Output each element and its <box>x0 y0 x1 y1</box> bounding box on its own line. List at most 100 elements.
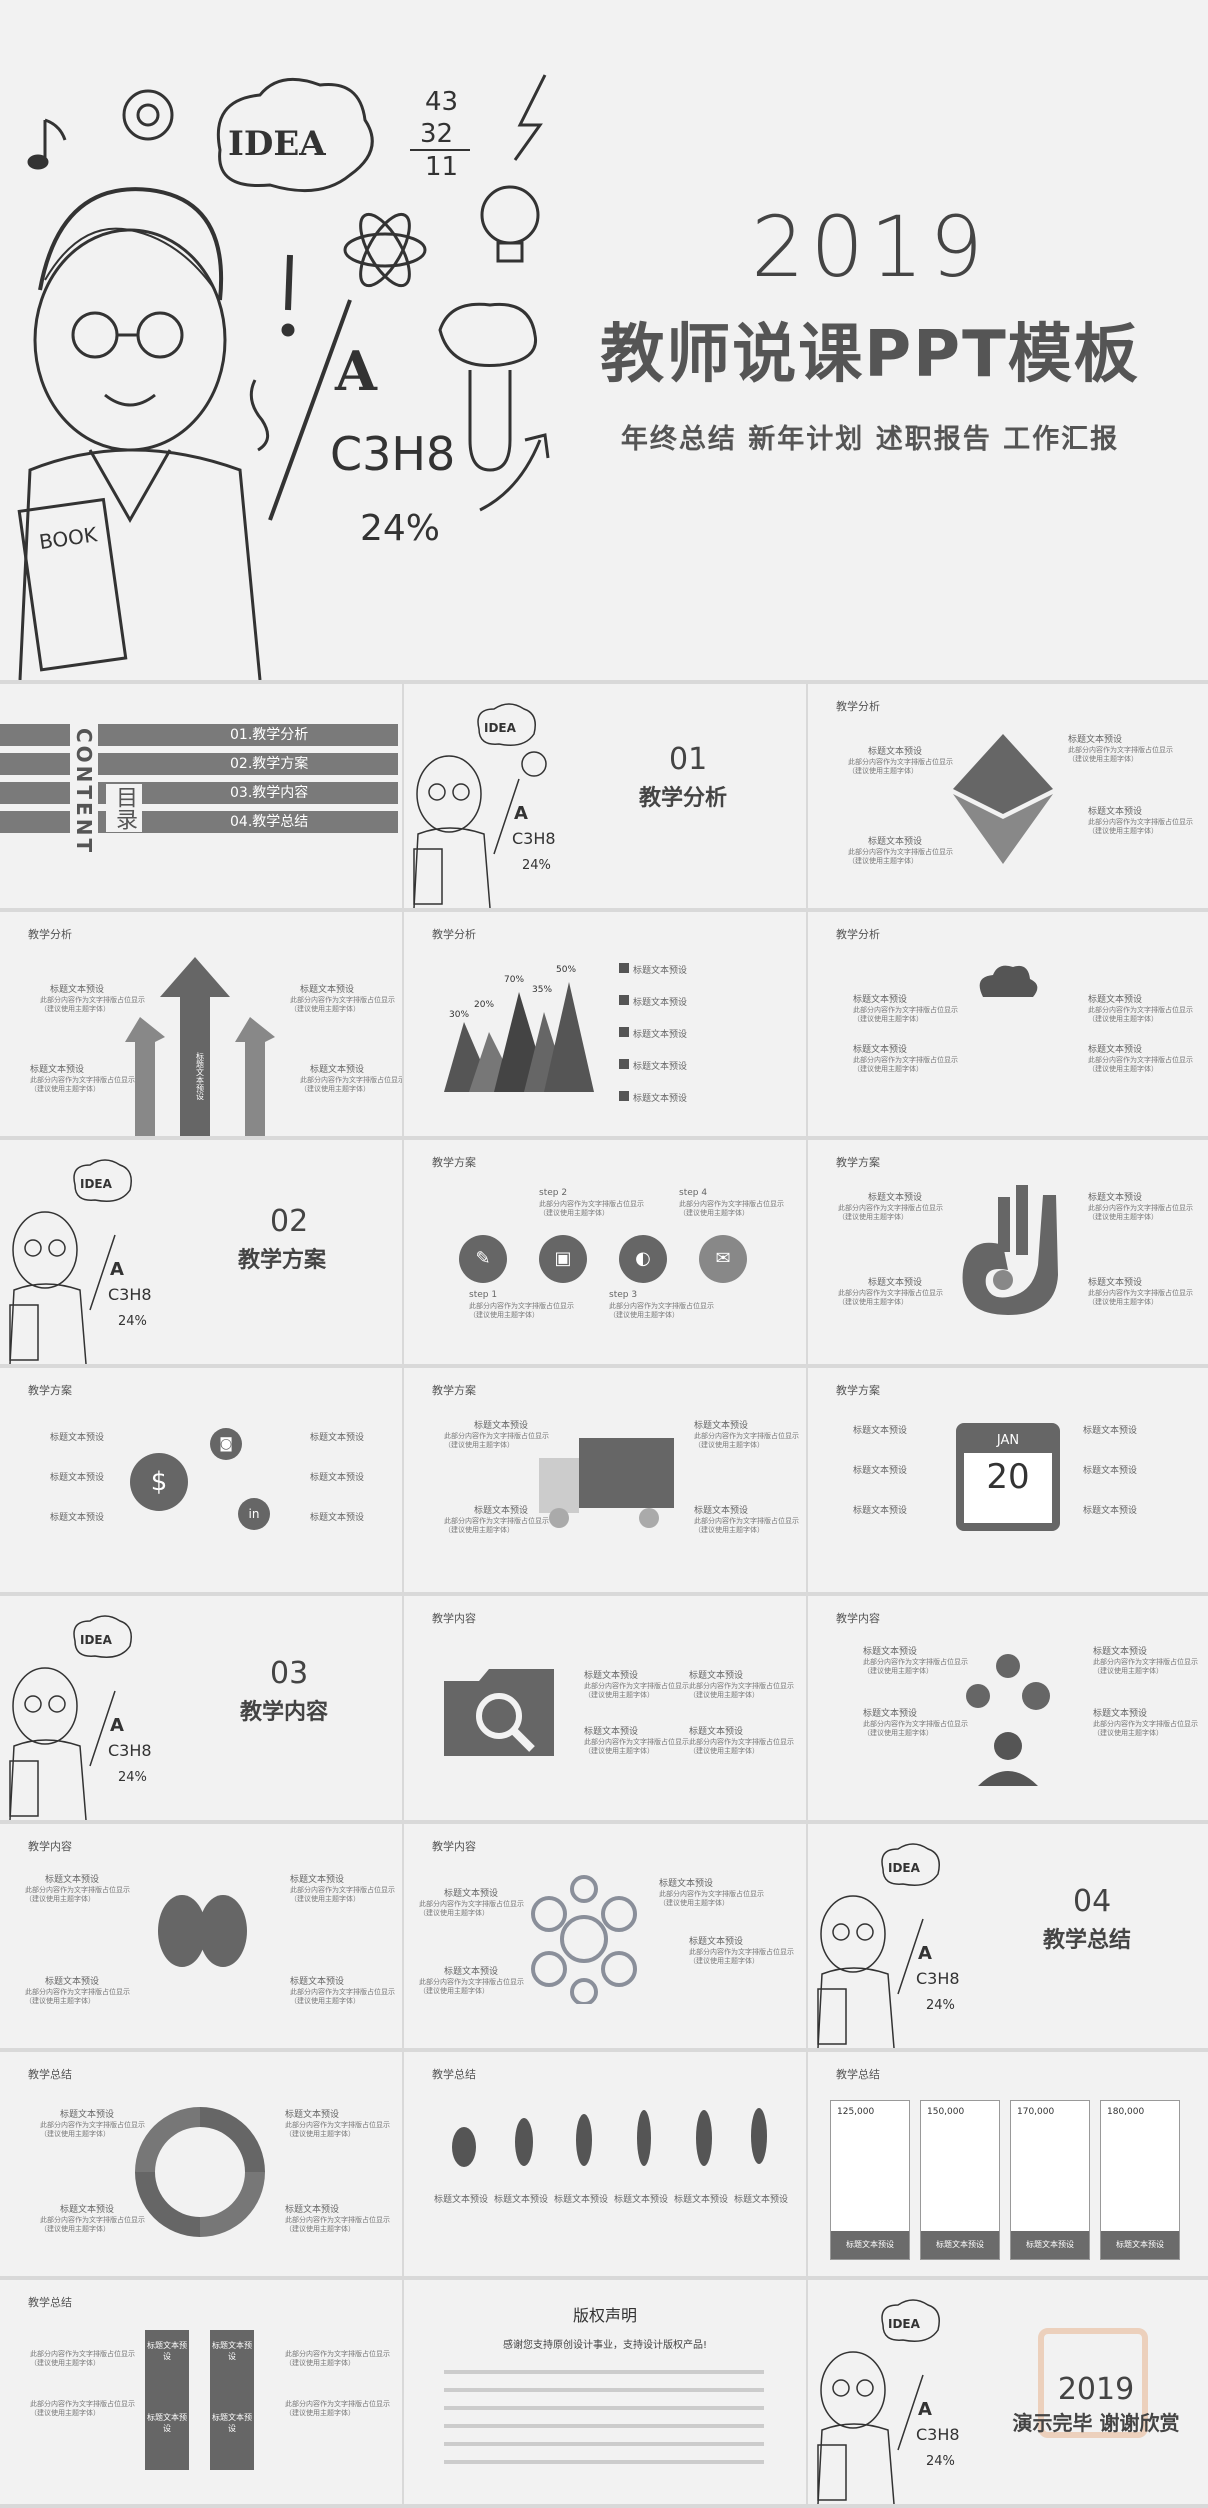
copyright-title: 版权声明 <box>572 2306 637 2325</box>
teacher-doodle-icon: IDEA A C3H8 24% <box>817 1843 960 2048</box>
percent-label: 35% <box>532 985 552 995</box>
toc-item[interactable]: 04.教学总结 <box>148 811 398 833</box>
item-body: 此部分内容作为文字排版占位显示（建议使用主题字体） <box>290 1988 395 2006</box>
slide-summary-evolution[interactable]: 教学总结 标题文本预设 标题文本预设 标题文本预设 标题文本预设 标题文本预设 … <box>404 2052 806 2276</box>
item-heading: 标题文本预设 <box>853 1045 908 1055</box>
check-item: 标题文本预设 <box>619 1054 799 1086</box>
truck-icon <box>539 1438 674 1528</box>
copyright-subtitle: 感谢您支持原创设计事业，支持设计版权产品! <box>502 2340 707 2351</box>
item-heading: 标题文本预设 <box>584 1727 639 1737</box>
slide-analysis-cloud[interactable]: 教学分析 标题文本预设 此部分内容作为文字排版占位显示（建议使用主题字体） 标题… <box>808 912 1208 1136</box>
slide-plan-ok-hand[interactable]: 教学方案 标题文本预设 此部分内容作为文字排版占位显示（建议使用主题字体） 标题… <box>808 1140 1208 1364</box>
item-body: 此部分内容作为文字排版占位显示（建议使用主题字体） <box>419 1900 524 1918</box>
item-body: 此部分内容作为文字排版占位显示（建议使用主题字体） <box>694 1432 799 1450</box>
slide-content-gears[interactable]: 教学内容 标题文本预设 此部分内容作为文字排版占位显示（建议使用主题字体） 标题… <box>404 1824 806 2048</box>
check-item: 标题文本预设 <box>619 990 799 1022</box>
doodle-formula: C3H8 <box>108 1285 152 1304</box>
doodle-idea-text: IDEA <box>80 1633 113 1647</box>
toc-item[interactable]: 03.教学内容 <box>148 782 398 804</box>
slide-analysis-arrows[interactable]: 教学分析 标题文本预设 标题文本预设 此部分内容作为文字排版占位显示（建议使用主… <box>0 912 402 1136</box>
item-body: 此部分内容作为文字排版占位显示（建议使用主题字体） <box>419 1978 524 1996</box>
item-body: 此部分内容作为文字排版占位显示（建议使用主题字体） <box>1093 1658 1198 1676</box>
slide-tag: 教学总结 <box>28 2296 72 2309</box>
item-heading: 标题文本预设 <box>868 1193 923 1203</box>
item-heading: 标题文本预设 <box>290 1977 345 1987</box>
slide-tag: 教学内容 <box>432 1840 476 1853</box>
slide-analysis-mountains[interactable]: 教学分析 30% 20% 70% 35% 50% 标题文本预设 标题文本预设 标… <box>404 912 806 1136</box>
doodle-formula: C3H8 <box>916 2425 960 2444</box>
item-body: 此部分内容作为文字排版占位显示（建议使用主题字体） <box>848 848 953 866</box>
slide-copyright[interactable]: 版权声明 感谢您支持原创设计事业，支持设计版权产品! <box>404 2280 806 2504</box>
slide-plan-calendar[interactable]: 教学方案 JAN 20 标题文本预设 标题文本预设 标题文本预设 标题文本预设 … <box>808 1368 1208 1592</box>
cycle-arrows-icon <box>135 2107 265 2237</box>
item-body: 此部分内容作为文字排版占位显示（建议使用主题字体） <box>689 1682 794 1700</box>
slide-section-1[interactable]: IDEA A C3H8 24% 01 教学分析 <box>404 684 806 908</box>
slide-plan-money[interactable]: 教学方案 $ ◙ in 标题文本预设 标题文本预设 标题文本预设 标题文本预设 … <box>0 1368 402 1592</box>
slide-analysis-pyramid[interactable]: 教学分析 标题文本预设 此部分内容作为文字排版占位显示（建议使用主题字体） 标题… <box>808 684 1208 908</box>
ending-year: 2019 <box>1057 2372 1135 2407</box>
toc-item[interactable]: 02.教学方案 <box>148 753 398 775</box>
slide-plan-steps[interactable]: 教学方案 ✎ ▣ ◐ ✉ step 1 step 2 step 3 step 4… <box>404 1140 806 1364</box>
slide-summary-pricing[interactable]: 教学总结 125,000 标题文本预设 150,000 标题文本预设 170,0… <box>808 2052 1208 2276</box>
evolution-figures-icon <box>452 2108 767 2167</box>
dollar-icon: $ <box>130 1453 188 1511</box>
step-body: 此部分内容作为文字排版占位显示（建议使用主题字体） <box>609 1302 714 1320</box>
item-heading: 标题文本预设 <box>50 1513 105 1523</box>
item-body: 此部分内容作为文字排版占位显示（建议使用主题字体） <box>689 1738 794 1756</box>
calendar-icon: JAN 20 <box>956 1423 1060 1531</box>
person-social-icon <box>966 1654 1050 1786</box>
item-heading: 标题文本预设 <box>60 2205 115 2215</box>
item-body: 此部分内容作为文字排版占位显示（建议使用主题字体） <box>863 1658 968 1676</box>
item-heading: 标题文本预设 <box>310 1065 365 1075</box>
item-body: 此部分内容作为文字排版占位显示（建议使用主题字体） <box>285 2216 390 2234</box>
mountain-chart: 30% 20% 70% 35% 50% <box>444 965 594 1092</box>
doodle-letter-a: A <box>110 1259 124 1280</box>
folder-search-icon <box>444 1669 554 1756</box>
item-body: 此部分内容作为文字排版占位显示（建议使用主题字体） <box>290 996 395 1014</box>
slide-tag: 教学分析 <box>432 928 476 941</box>
slide-toc[interactable]: CONTENT 目录 01.教学分析 02.教学方案 03.教学内容 04.教学… <box>0 684 402 908</box>
slide-tag: 教学内容 <box>432 1612 476 1625</box>
slide-tag: 教学方案 <box>432 1384 476 1397</box>
arrow-label: 标题文本预设 <box>147 2341 187 2361</box>
item-body: 此部分内容作为文字排版占位显示（建议使用主题字体） <box>584 1738 689 1756</box>
gears-network-icon <box>531 1875 637 2004</box>
percent-label: 20% <box>474 1000 494 1010</box>
item-body: 此部分内容作为文字排版占位显示（建议使用主题字体） <box>290 1886 395 1904</box>
ending-text-block: 2019 演示完毕 谢谢欣赏 <box>996 2372 1196 2436</box>
checklist: 标题文本预设 标题文本预设 标题文本预设 标题文本预设 标题文本预设 <box>619 958 799 1118</box>
slide-ending[interactable]: IDEA A C3H8 24% 2019 演示完毕 谢谢欣赏 <box>808 2280 1208 2504</box>
arrow-center-label: 标题文本预设 <box>196 1051 205 1101</box>
slide-section-3[interactable]: IDEA A C3H8 24% 03 教学内容 <box>0 1596 402 1820</box>
item-body: 此部分内容作为文字排版占位显示（建议使用主题字体） <box>1088 1056 1193 1074</box>
item-heading: 标题文本预设 <box>633 998 688 1008</box>
slide-plan-truck[interactable]: 教学方案 标题文本预设 此部分内容作为文字排版占位显示（建议使用主题字体） 标题… <box>404 1368 806 1592</box>
cover-subtitle: 年终总结 新年计划 述职报告 工作汇报 <box>620 424 1120 455</box>
down-arrow-right: 标题文本预设 标题文本预设 <box>210 2330 254 2470</box>
item-heading: 标题文本预设 <box>474 1506 529 1516</box>
teacher-doodle-illustration: IDEA A C3H8 24% BOOK 43 32 11 <box>17 74 550 680</box>
teacher-doodle-icon: IDEA A C3H8 24% <box>413 703 556 908</box>
slide-content-folder[interactable]: 教学内容 标题文本预设 此部分内容作为文字排版占位显示（建议使用主题字体） 标题… <box>404 1596 806 1820</box>
slide-section-2[interactable]: IDEA A C3H8 24% 02 教学方案 <box>0 1140 402 1364</box>
item-body: 此部分内容作为文字排版占位显示（建议使用主题字体） <box>300 1076 402 1094</box>
item-heading: 标题文本预设 <box>494 2195 549 2205</box>
cover-slide[interactable]: IDEA A C3H8 24% BOOK 43 32 11 2019 教师说课P… <box>0 0 1208 680</box>
slide-tag: 教学总结 <box>28 2068 72 2081</box>
slide-summary-cycle[interactable]: 教学总结 标题文本预设 此部分内容作为文字排版占位显示（建议使用主题字体） 标题… <box>0 2052 402 2276</box>
slide-content-brain[interactable]: 教学内容 标题文本预设 此部分内容作为文字排版占位显示（建议使用主题字体） 标题… <box>0 1824 402 2048</box>
cover-title: 教师说课PPT模板 <box>600 318 1140 392</box>
item-heading: 标题文本预设 <box>1093 1709 1148 1719</box>
toc-item[interactable]: 01.教学分析 <box>148 724 398 746</box>
slide-content-social[interactable]: 教学内容 标题文本预设 此部分内容作为文字排版占位显示（建议使用主题字体） 标题… <box>808 1596 1208 1820</box>
slide-summary-down-arrows[interactable]: 教学总结 标题文本预设 标题文本预设 标题文本预设 标题文本预设 此部分内容作为… <box>0 2280 402 2504</box>
item-heading: 标题文本预设 <box>310 1513 365 1523</box>
doodle-idea-text: IDEA <box>888 1861 921 1875</box>
down-arrow-left: 标题文本预设 标题文本预设 <box>145 2330 189 2470</box>
slide-section-4[interactable]: IDEA A C3H8 24% 04 教学总结 <box>808 1824 1208 2048</box>
step-body: 此部分内容作为文字排版占位显示（建议使用主题字体） <box>469 1302 574 1320</box>
item-body: 此部分内容作为文字排版占位显示（建议使用主题字体） <box>1093 1720 1198 1738</box>
item-heading: 标题文本预设 <box>300 985 355 995</box>
brain-icon <box>158 1895 247 1967</box>
item-body: 此部分内容作为文字排版占位显示（建议使用主题字体） <box>285 2121 390 2139</box>
